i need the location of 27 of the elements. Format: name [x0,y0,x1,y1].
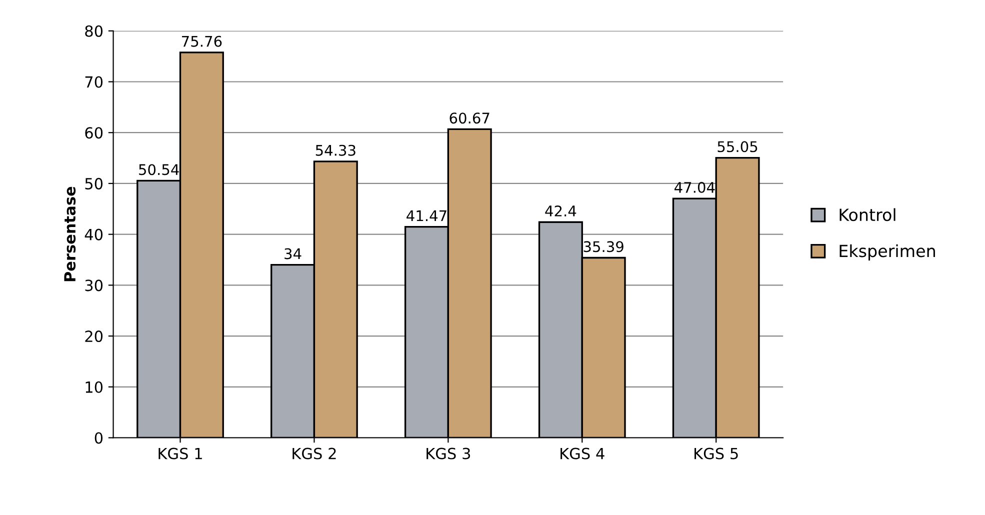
y-axis-title: Persentase [64,186,76,282]
y-tick-label: 60 [85,127,103,139]
legend-label: Eksperimen [840,244,935,260]
data-label: 75.76 [182,36,222,47]
data-label: 34 [284,248,302,260]
y-tick-label: 30 [85,280,103,292]
data-label: 42.4 [545,205,576,216]
data-label: 54.33 [316,144,356,156]
data-label: 60.67 [450,112,490,124]
x-tick-label: KGS 2 [292,448,336,460]
y-tick-label: 50 [85,178,103,190]
data-label: 50.54 [139,164,179,176]
y-tick-label: 40 [84,228,103,240]
y-tick-label: 10 [86,381,103,393]
legend-label: Kontrol [840,208,896,222]
y-tick-label: 70 [85,76,103,88]
x-tick-label: KGS 1 [158,448,202,460]
x-tick-label: KGS 5 [694,448,738,460]
x-tick-label: KGS 3 [426,448,470,460]
data-label: 35.39 [584,241,624,252]
data-label: 47.04 [674,182,715,193]
y-tick-label: 20 [85,330,103,342]
y-tick-label: 80 [85,25,103,37]
data-label: 41.47 [406,210,446,222]
data-label: 55.05 [718,141,758,152]
y-tick-label: 0 [94,432,103,444]
x-tick-label: KGS 4 [560,448,604,460]
